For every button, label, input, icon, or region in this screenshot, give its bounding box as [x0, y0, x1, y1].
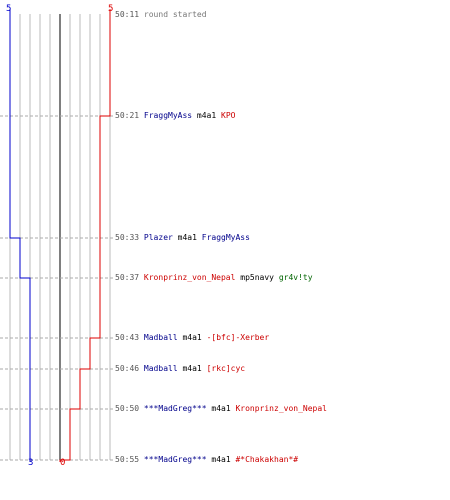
weapon-name: m4a1 — [177, 233, 197, 242]
event-time: 50:11 — [115, 10, 140, 19]
event-row: 50:46 Madball m4a1 [rkc]cyc — [115, 364, 245, 374]
event-message: round started — [143, 10, 207, 19]
red-end-count: 0 — [60, 458, 66, 468]
victim-name: -[bfc]-Xerber — [206, 333, 270, 342]
weapon-name: m4a1 — [211, 455, 231, 464]
blue-team-step-line — [9, 9, 31, 462]
event-time: 50:21 — [115, 111, 140, 120]
weapon-name: m4a1 — [196, 111, 217, 120]
event-time: 50:33 — [115, 233, 140, 242]
victim-name: FraggMyAss — [201, 233, 250, 242]
victim-name: gr4v!ty — [278, 273, 313, 282]
event-time: 50:37 — [115, 273, 140, 282]
red-team-step-line — [59, 9, 111, 462]
victim-name: #*Chakakhan*# — [235, 455, 299, 464]
weapon-name: m4a1 — [182, 364, 202, 373]
blue-end-count: 3 — [28, 458, 34, 468]
red-start-count: 5 — [108, 4, 114, 14]
event-row: 50:50 ***MadGreg*** m4a1 Kronprinz_von_N… — [115, 404, 327, 414]
event-time: 50:50 — [115, 404, 140, 413]
killer-name: Madball — [143, 333, 178, 342]
killer-name: Madball — [143, 364, 178, 373]
event-row: 50:55 ***MadGreg*** m4a1 #*Chakakhan*# — [115, 455, 298, 465]
event-time: 50:46 — [115, 364, 140, 373]
killer-name: Plazer — [143, 233, 173, 242]
killer-name: ***MadGreg*** — [143, 404, 207, 413]
killer-name: Kronprinz_von_Nepal — [143, 273, 236, 282]
killer-name: FraggMyAss — [143, 111, 193, 120]
event-row: 50:21 FraggMyAss m4a1 KPO — [115, 111, 235, 121]
event-row: 50:33 Plazer m4a1 FraggMyAss — [115, 233, 250, 243]
event-time: 50:55 — [115, 455, 140, 464]
victim-name: [rkc]cyc — [206, 364, 246, 373]
blue-start-count: 5 — [6, 4, 12, 14]
event-time: 50:43 — [115, 333, 140, 342]
event-row: 50:43 Madball m4a1 -[bfc]-Xerber — [115, 333, 269, 343]
event-row: 50:37 Kronprinz_von_Nepal mp5navy gr4v!t… — [115, 273, 313, 283]
victim-name: Kronprinz_von_Nepal — [235, 404, 327, 413]
victim-name: KPO — [221, 111, 236, 120]
weapon-name: m4a1 — [182, 333, 202, 342]
event-row: 50:11 round started — [115, 10, 207, 20]
killer-name: ***MadGreg*** — [143, 455, 207, 464]
weapon-name: mp5navy — [240, 273, 274, 282]
weapon-name: m4a1 — [211, 404, 231, 413]
